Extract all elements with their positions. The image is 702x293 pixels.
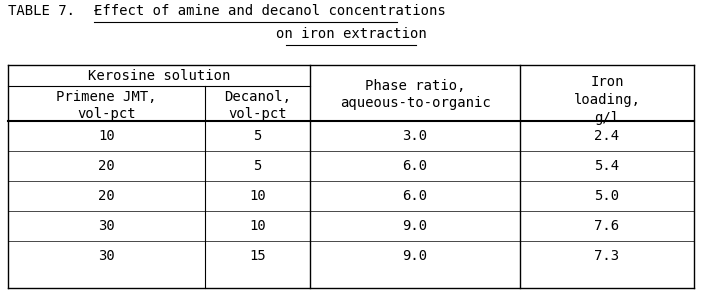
Text: 9.0: 9.0 [402, 249, 428, 263]
Text: Kerosine solution: Kerosine solution [88, 69, 230, 83]
Text: 20: 20 [98, 189, 115, 203]
Text: 7.3: 7.3 [595, 249, 620, 263]
Text: Iron: Iron [590, 75, 624, 89]
Text: Phase ratio,: Phase ratio, [365, 79, 465, 93]
Text: aqueous-to-organic: aqueous-to-organic [340, 96, 491, 110]
Text: 7.6: 7.6 [595, 219, 620, 233]
Text: 30: 30 [98, 249, 115, 263]
Text: 3.0: 3.0 [402, 129, 428, 143]
Text: 6.0: 6.0 [402, 159, 428, 173]
Text: vol-pct: vol-pct [228, 106, 287, 120]
Text: 5: 5 [253, 129, 262, 143]
Text: g/l: g/l [595, 111, 620, 125]
Text: 20: 20 [98, 159, 115, 173]
Text: 2.4: 2.4 [595, 129, 620, 143]
Text: 5.0: 5.0 [595, 189, 620, 203]
Text: TABLE 7.  -: TABLE 7. - [8, 4, 109, 18]
Text: 30: 30 [98, 219, 115, 233]
Text: on iron extraction: on iron extraction [276, 27, 426, 41]
Text: 15: 15 [249, 249, 266, 263]
Text: 6.0: 6.0 [402, 189, 428, 203]
Text: 10: 10 [98, 129, 115, 143]
Text: 5.4: 5.4 [595, 159, 620, 173]
Text: 5: 5 [253, 159, 262, 173]
Text: 10: 10 [249, 189, 266, 203]
Text: vol-pct: vol-pct [77, 106, 135, 120]
Text: Decanol,: Decanol, [224, 89, 291, 103]
Text: 10: 10 [249, 219, 266, 233]
Text: Effect of amine and decanol concentrations: Effect of amine and decanol concentratio… [94, 4, 446, 18]
Text: Primene JMT,: Primene JMT, [56, 89, 157, 103]
Text: loading,: loading, [574, 93, 640, 107]
Text: 9.0: 9.0 [402, 219, 428, 233]
